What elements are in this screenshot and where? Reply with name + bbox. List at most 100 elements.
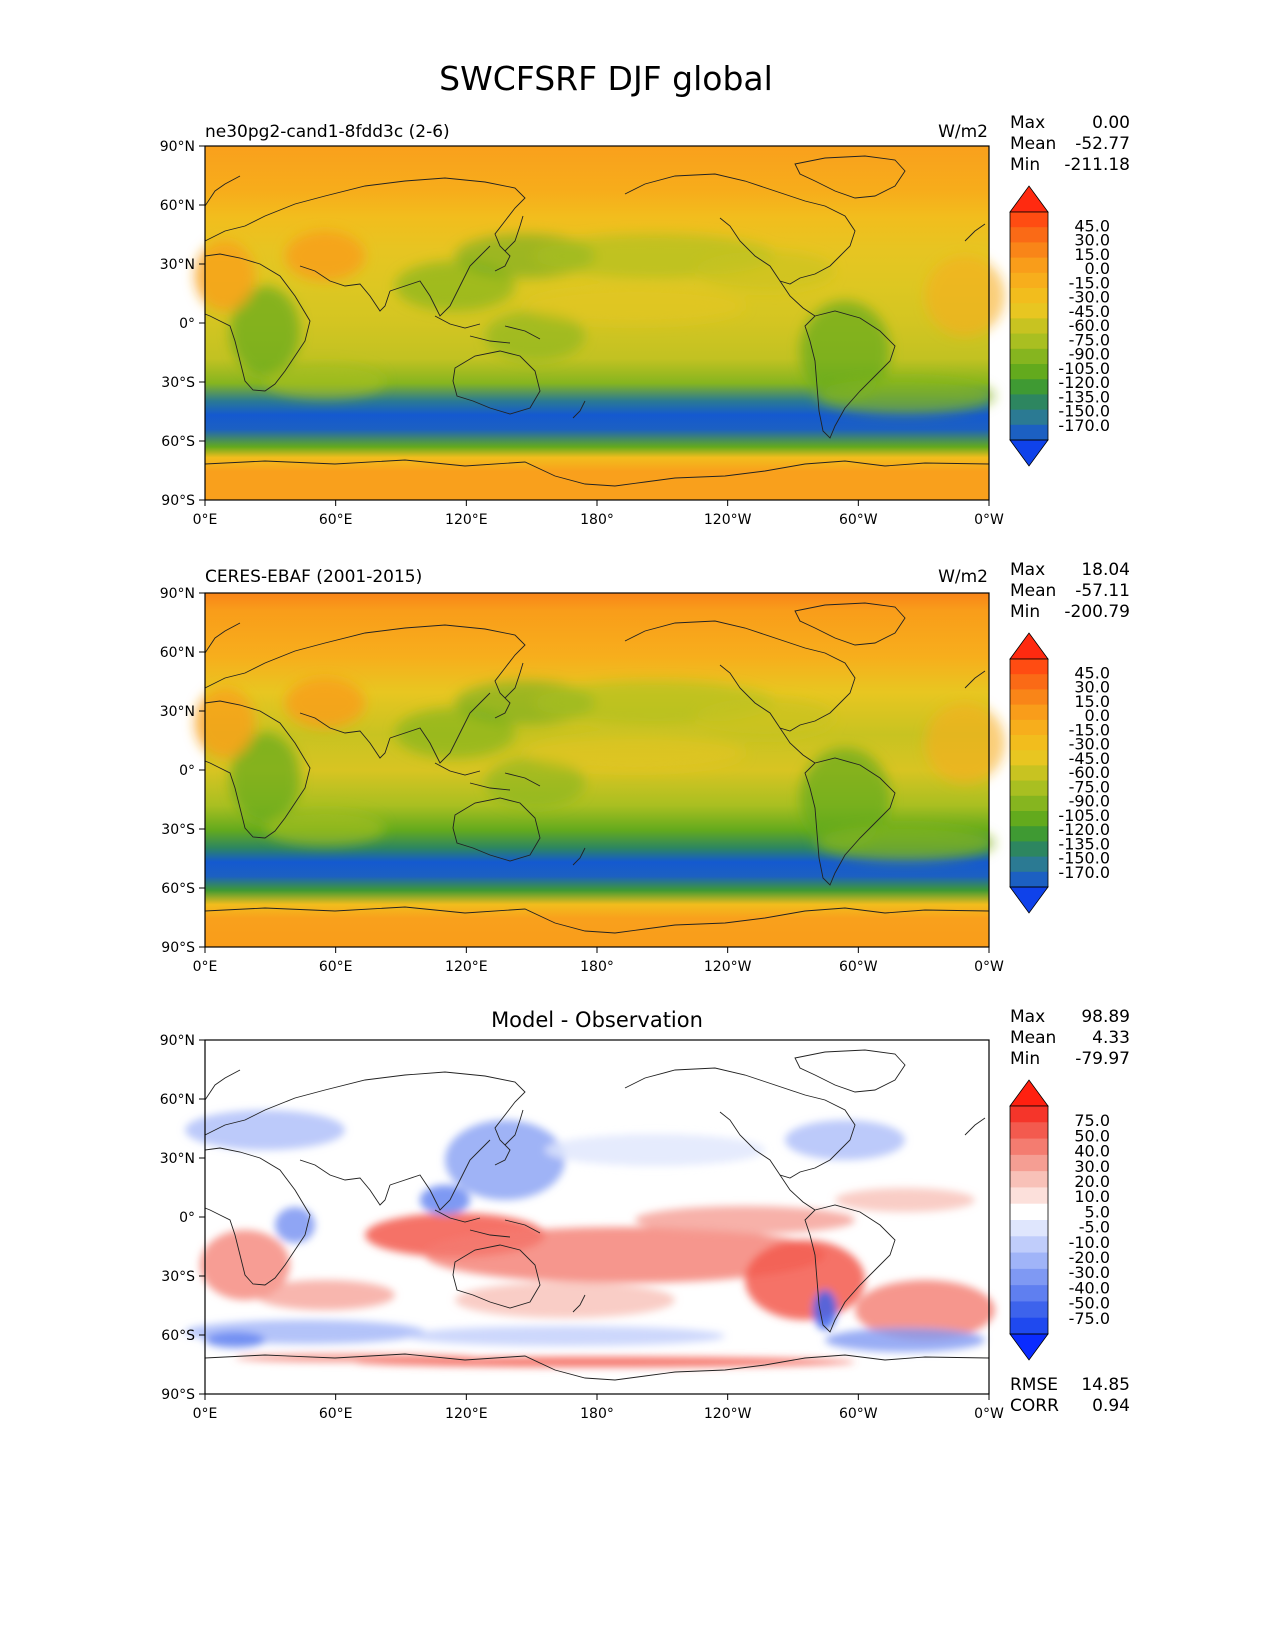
lon-tick-label: 120°E: [445, 959, 488, 975]
colorbar-segment: [1010, 689, 1048, 706]
colorbar-label: -45.0: [1069, 749, 1110, 768]
colorbar-label: -90.0: [1069, 345, 1110, 364]
colorbar-segment: [1010, 242, 1048, 259]
lat-tick-label: 0°: [179, 763, 195, 779]
colorbar-segment: [1010, 871, 1048, 888]
colorbar-segment: [1010, 409, 1048, 426]
lon-tick-label: 60°E: [319, 512, 353, 528]
colorbar-segment: [1010, 1285, 1048, 1302]
colorbar-segment: [1010, 318, 1048, 335]
colorbar-segment: [1010, 1203, 1048, 1221]
colorbar-label: 0.0: [1085, 706, 1110, 725]
lat-tick-label: 60°S: [161, 881, 195, 897]
colorbar-label: 30.0: [1074, 231, 1110, 250]
stat-label: Mean: [1010, 1028, 1056, 1048]
colorbar-segment: [1010, 227, 1048, 243]
colorbar-label: 45.0: [1074, 216, 1110, 235]
colorbar-extend-max: [1009, 632, 1049, 660]
colorbar-segment: [1010, 704, 1048, 721]
stat-value: -57.11: [1075, 581, 1130, 601]
colorbar-label: 15.0: [1074, 245, 1110, 264]
colorbar-label: 15.0: [1074, 692, 1110, 711]
lon-tick-label: 60°W: [839, 1406, 878, 1422]
panel-left-title: ne30pg2-cand1-8fdd3c (2-6): [205, 122, 450, 142]
map-area: [185, 1039, 995, 1395]
colorbar-frame: [1009, 658, 1049, 888]
colorbar-label: -20.0: [1069, 1248, 1110, 1267]
colorbar-segment: [1010, 659, 1048, 675]
colorbar-segment: [1010, 1268, 1048, 1286]
panel-left-title: CERES-EBAF (2001-2015): [205, 567, 422, 587]
colorbar-label: -105.0: [1058, 806, 1110, 825]
lat-tick-label: 30°S: [161, 375, 195, 391]
lat-tick-label: 30°N: [160, 1151, 195, 1167]
colorbar-segment: [1010, 1317, 1048, 1335]
colorbar-label: -10.0: [1069, 1233, 1110, 1252]
lon-tick-label: 60°W: [839, 512, 878, 528]
colorbar-label: 30.0: [1074, 678, 1110, 697]
colorbar-segment: [1010, 257, 1048, 274]
panel-diff: Model - Observation 90°N 60°N 30°N 0° 30°S 60…: [160, 1007, 1130, 1422]
colorbar-segment: [1010, 303, 1048, 319]
stat-value: -79.97: [1075, 1049, 1130, 1069]
lat-tick-label: 90°S: [161, 940, 195, 956]
colorbar-label: 5.0: [1085, 1202, 1110, 1221]
lat-axis: 90°N 60°N 30°N 0° 30°S 60°S 90°S: [160, 139, 205, 509]
stat-value: 14.85: [1081, 1375, 1130, 1395]
colorbar: 45.030.015.00.0-15.0-30.0-45.0-60.0-75.0…: [1009, 185, 1110, 467]
colorbar-segment: [1010, 272, 1048, 289]
colorbar-label: -5.0: [1079, 1218, 1110, 1237]
colorbar-segment: [1010, 1187, 1048, 1205]
stat-value: -200.79: [1064, 602, 1130, 622]
colorbar-label: -75.0: [1069, 330, 1110, 349]
lon-axis: 0°E 60°E 120°E 180° 120°W 60°W 0°W: [193, 1394, 1004, 1422]
stat-value: -52.77: [1075, 134, 1130, 154]
colorbar-extend-min: [1009, 1333, 1049, 1361]
panel-obs: CERES-EBAF (2001-2015) W/m2 90°N 60°N 30°N…: [160, 560, 1130, 975]
colorbar-label: 30.0: [1074, 1157, 1110, 1176]
stat-value: 18.04: [1081, 560, 1130, 580]
lat-tick-label: 90°S: [161, 1387, 195, 1403]
stat-label: Max: [1010, 560, 1045, 580]
lon-tick-label: 0°W: [974, 959, 1004, 975]
lon-tick-label: 120°E: [445, 1406, 488, 1422]
lat-tick-label: 90°N: [160, 586, 195, 602]
colorbar-segment: [1010, 1154, 1048, 1172]
map-area: [195, 592, 1005, 948]
colorbar-segment: [1010, 1138, 1048, 1156]
lon-tick-label: 0°E: [193, 512, 218, 528]
colorbar-label: 45.0: [1074, 663, 1110, 682]
colorbar-segment: [1010, 364, 1048, 380]
stat-value: 4.33: [1092, 1028, 1130, 1048]
colorbar-segment: [1010, 1236, 1048, 1254]
colorbar-segment: [1010, 841, 1048, 858]
lon-tick-label: 120°W: [704, 959, 752, 975]
colorbar-segment: [1010, 826, 1048, 842]
colorbar-segment: [1010, 674, 1048, 690]
colorbar-segment: [1010, 379, 1048, 395]
colorbar-label: -150.0: [1058, 402, 1110, 421]
lat-axis: 90°N 60°N 30°N 0° 30°S 60°S 90°S: [160, 586, 205, 956]
lat-tick-label: 90°N: [160, 1033, 195, 1049]
colorbar-label: -170.0: [1058, 416, 1110, 435]
colorbar-segment: [1010, 780, 1048, 797]
colorbar-segment: [1010, 394, 1048, 411]
colorbar-label: -60.0: [1069, 763, 1110, 782]
colorbar-label: -30.0: [1069, 735, 1110, 754]
colorbar-label: -120.0: [1058, 820, 1110, 839]
error-stats: RMSE 14.85 CORR 0.94: [1010, 1375, 1130, 1416]
stat-value: 0.94: [1092, 1396, 1130, 1416]
map-area: [195, 145, 1005, 501]
stat-value: 0.00: [1092, 113, 1130, 133]
colorbar-label: -45.0: [1069, 302, 1110, 321]
colorbar-segment: [1010, 424, 1048, 441]
colorbar-segment: [1010, 719, 1048, 736]
lon-tick-label: 120°W: [704, 512, 752, 528]
lon-tick-label: 0°W: [974, 1406, 1004, 1422]
lon-tick-label: 120°E: [445, 512, 488, 528]
lat-tick-label: 60°N: [160, 645, 195, 661]
stat-value: 98.89: [1081, 1007, 1130, 1027]
lat-tick-label: 30°N: [160, 257, 195, 273]
lon-tick-label: 180°: [580, 959, 614, 975]
colorbar-label: 10.0: [1074, 1187, 1110, 1206]
